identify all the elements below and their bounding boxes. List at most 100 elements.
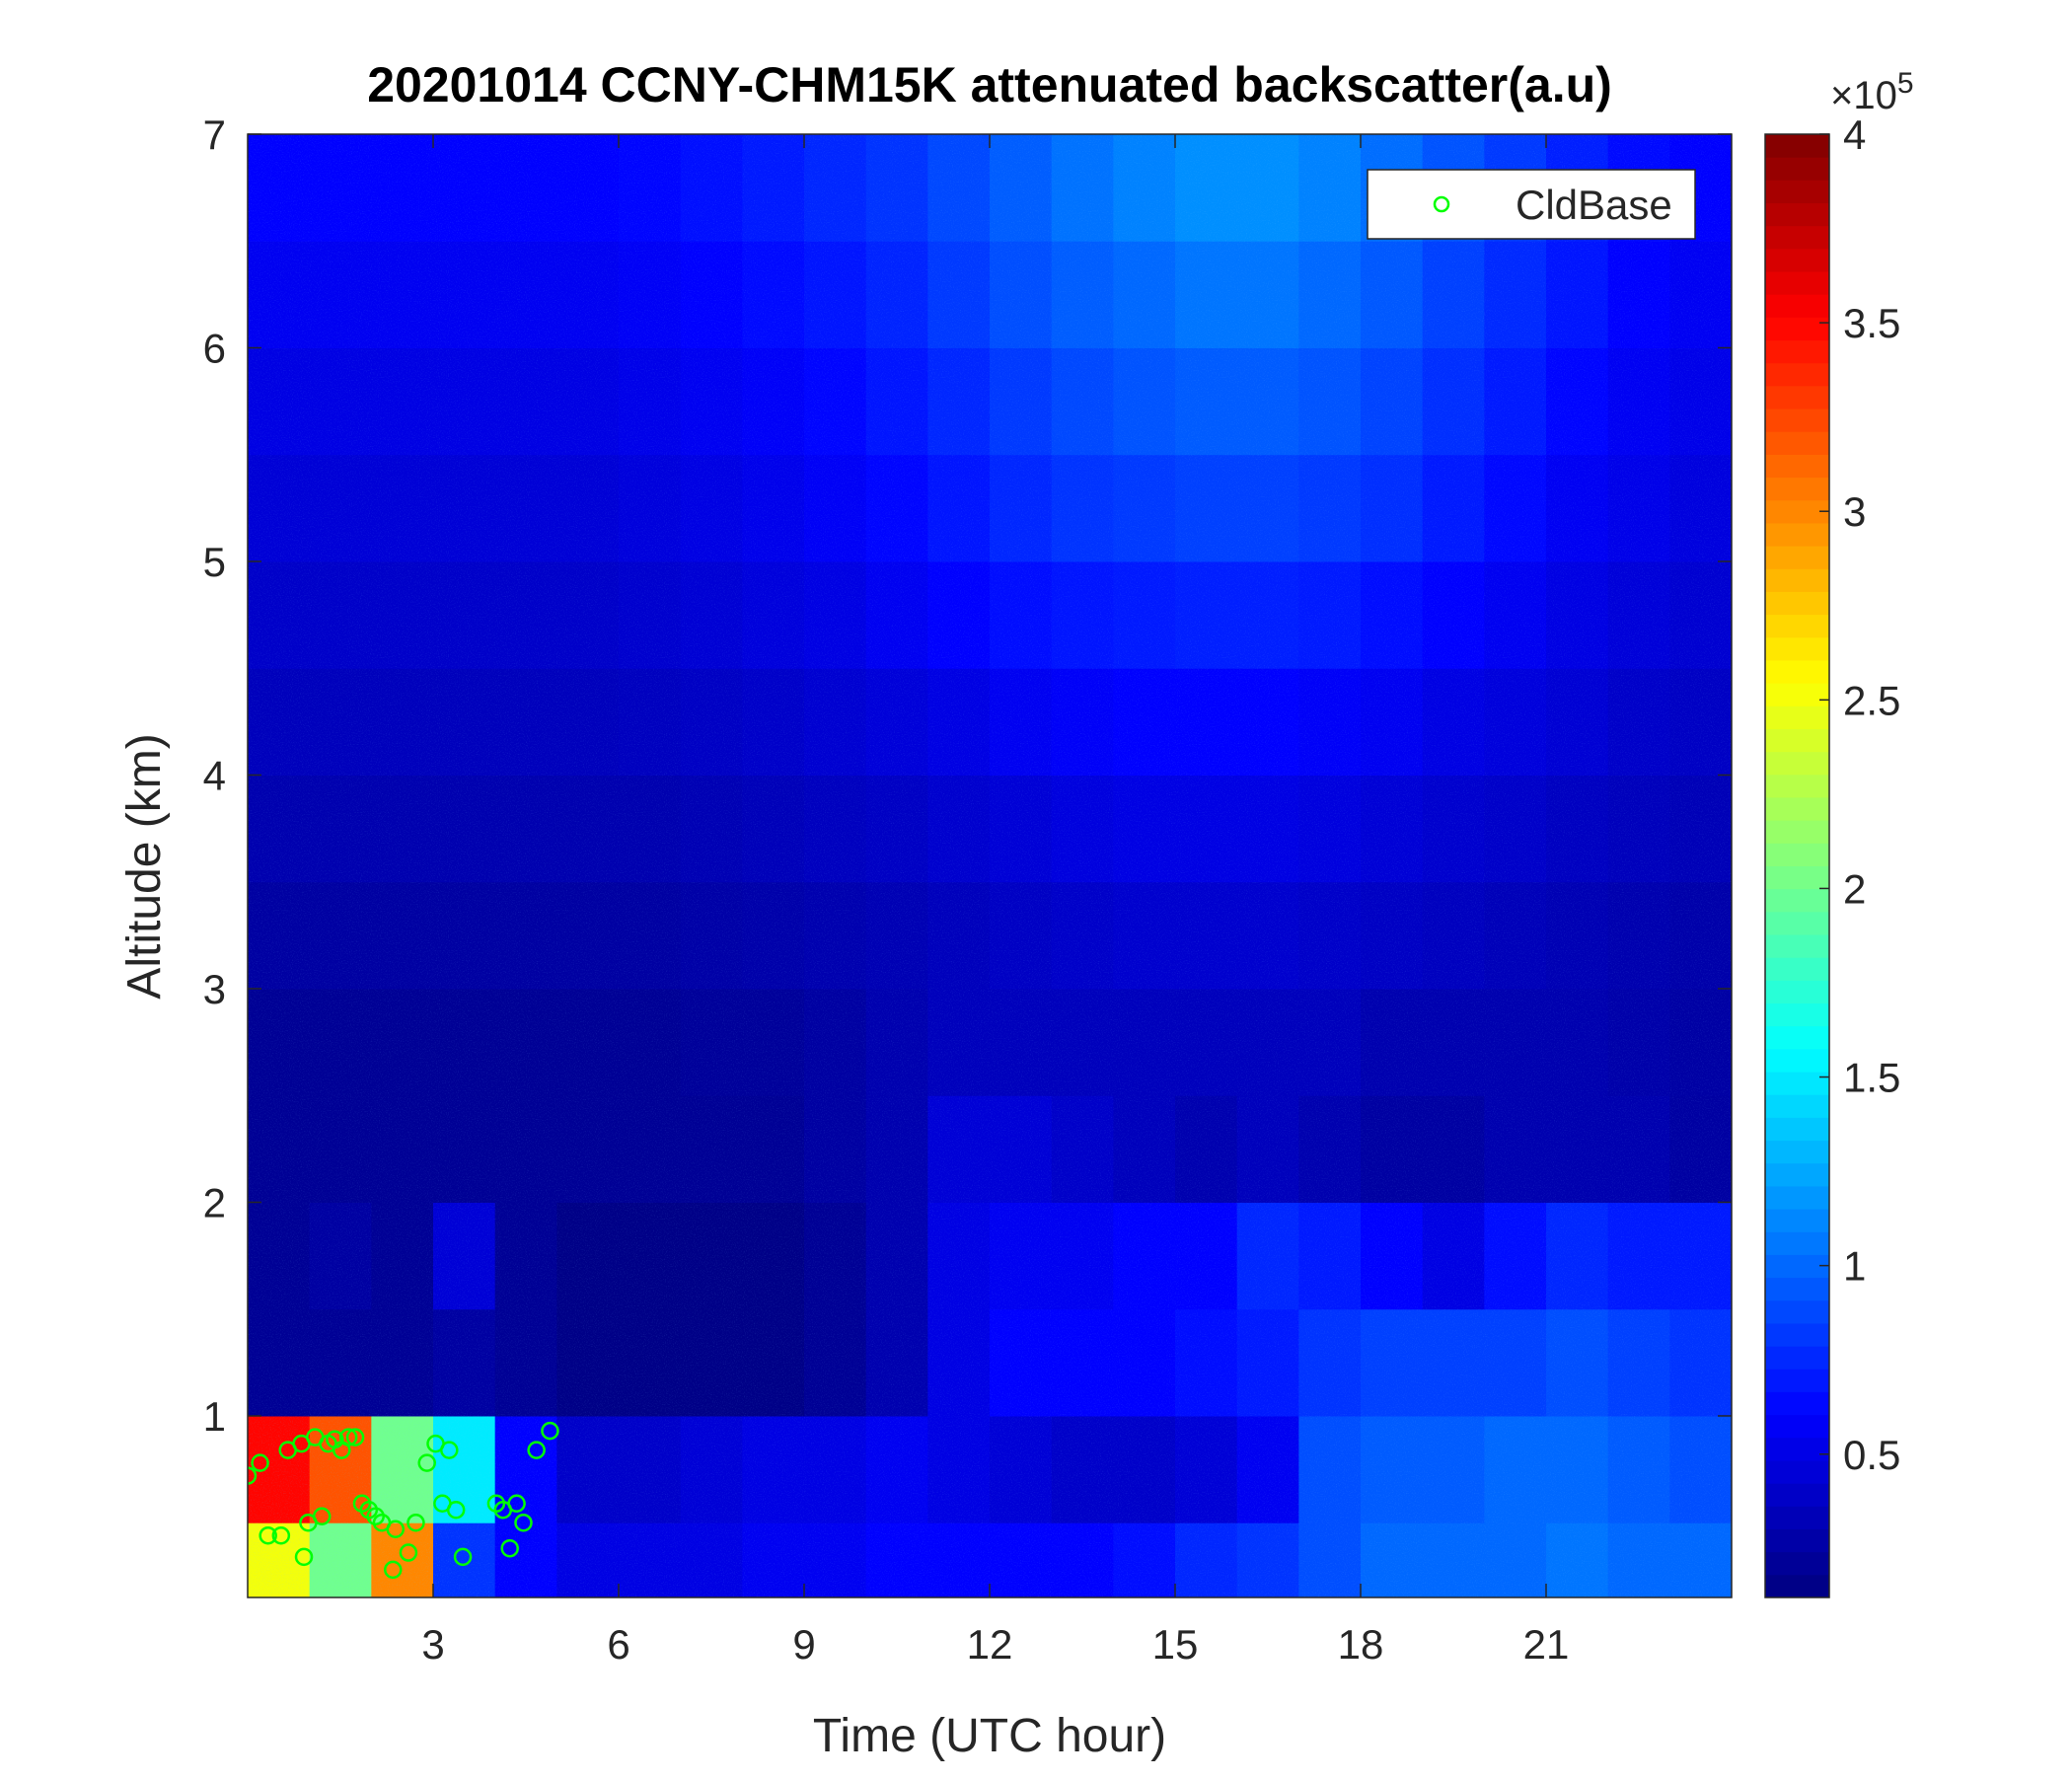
heatmap-cell [1422, 1202, 1485, 1310]
x-axis-label: Time (UTC hour) [813, 1710, 1166, 1762]
heatmap-cell [1422, 1415, 1485, 1523]
multiplier-exponent: 5 [1897, 67, 1914, 100]
heatmap-cell [1175, 1202, 1238, 1310]
heatmap-cell [1051, 668, 1114, 776]
heatmap-cell [1484, 454, 1547, 562]
heatmap-cell [1546, 1095, 1609, 1203]
colorbar-step [1765, 1254, 1829, 1279]
heatmap-cell [371, 1202, 434, 1310]
colorbar-step [1765, 1072, 1829, 1095]
heatmap-cell [1051, 134, 1114, 242]
heatmap-cell [433, 881, 496, 990]
heatmap-cell [1236, 134, 1299, 242]
heatmap-cell [1236, 560, 1299, 669]
heatmap-cell [990, 668, 1053, 776]
heatmap-cell [619, 1202, 682, 1310]
heatmap-cell [680, 1415, 743, 1523]
heatmap-cell [1175, 241, 1238, 348]
heatmap-cell [619, 668, 682, 776]
legend-label: CldBase [1516, 182, 1672, 228]
heatmap-cell [1422, 668, 1485, 776]
colorbar-step [1765, 934, 1829, 958]
heatmap-cell [1361, 775, 1424, 883]
colorbar-step [1765, 683, 1829, 706]
heatmap-cell [804, 1308, 867, 1417]
heatmap-cell [619, 1522, 682, 1597]
heatmap-cell [1361, 1095, 1424, 1203]
heatmap-cell [309, 1522, 372, 1597]
heatmap-cell [742, 668, 805, 776]
colorbar-step [1765, 1551, 1829, 1576]
heatmap-cell [742, 1415, 805, 1523]
heatmap-cell [1361, 1522, 1424, 1597]
colorbar-step [1765, 546, 1829, 569]
heatmap-cell [1607, 988, 1670, 1096]
heatmap-cell [1669, 241, 1732, 348]
heatmap-cell [804, 347, 867, 456]
heatmap-cell [309, 1308, 372, 1417]
heatmap-cell [1422, 241, 1485, 348]
heatmap-cell [1607, 560, 1670, 669]
heatmap-cell [1236, 1522, 1299, 1597]
heatmap-cell [865, 560, 928, 669]
heatmap-cell [1361, 988, 1424, 1096]
heatmap-cell [1669, 347, 1732, 456]
heatmap-cell [1051, 1095, 1114, 1203]
heatmap-cell [1113, 881, 1176, 990]
heatmap-cell [742, 347, 805, 456]
heatmap-cell [309, 988, 372, 1096]
heatmap-cell [494, 560, 557, 669]
heatmap-cell [1669, 988, 1732, 1096]
heatmap-cell [556, 241, 620, 348]
heatmap-cell [1361, 241, 1424, 348]
heatmap-cell [1298, 1415, 1362, 1523]
heatmap-cell [1051, 1308, 1114, 1417]
colorbar-step [1765, 865, 1829, 890]
heatmap-cell [804, 1522, 867, 1597]
colorbar-step [1765, 522, 1829, 547]
colorbar-step [1765, 591, 1829, 616]
colorbar-step [1765, 1414, 1829, 1439]
colorbar-tick-label: 2 [1843, 865, 1866, 912]
heatmap-cell [556, 1308, 620, 1417]
heatmap-cell [371, 1095, 434, 1203]
heatmap-cell [990, 1308, 1053, 1417]
heatmap-cell [990, 1202, 1053, 1310]
heatmap-cell [1236, 1308, 1299, 1417]
colorbar-step [1765, 362, 1829, 387]
heatmap-cell [1484, 775, 1547, 883]
heatmap-cell [309, 1202, 372, 1310]
heatmap-cell [494, 454, 557, 562]
heatmap-cell [371, 988, 434, 1096]
heatmap-cell [1422, 1095, 1485, 1203]
colorbar-step [1765, 728, 1829, 753]
heatmap-cell [371, 1308, 434, 1417]
heatmap-cell [1546, 988, 1609, 1096]
heatmap-cell [927, 134, 991, 242]
heatmap-cell [865, 1095, 928, 1203]
heatmap-cell [1298, 454, 1362, 562]
heatmap-cell [1607, 775, 1670, 883]
heatmap-cell [494, 775, 557, 883]
heatmap-cell [433, 1308, 496, 1417]
heatmap-cell [865, 988, 928, 1096]
heatmap-cell [1422, 881, 1485, 990]
heatmap-cell [619, 881, 682, 990]
colorbar-step [1765, 1322, 1829, 1347]
heatmap-cell [1175, 668, 1238, 776]
chart-title: 20201014 CCNY-CHM15K attenuated backscat… [367, 57, 1612, 112]
heatmap-cell [927, 1308, 991, 1417]
heatmap-cell [1051, 241, 1114, 348]
heatmap-cell [990, 881, 1053, 990]
heatmap-cell [494, 1202, 557, 1310]
heatmap-cell [1484, 881, 1547, 990]
y-tick-label: 7 [203, 111, 226, 158]
heatmap-cell [1051, 881, 1114, 990]
heatmap-cell [371, 454, 434, 562]
heatmap-cell [1051, 347, 1114, 456]
heatmap-cell [1236, 347, 1299, 456]
heatmap-cell [1361, 454, 1424, 562]
heatmap-cell [1546, 560, 1609, 669]
heatmap-cell [927, 241, 991, 348]
